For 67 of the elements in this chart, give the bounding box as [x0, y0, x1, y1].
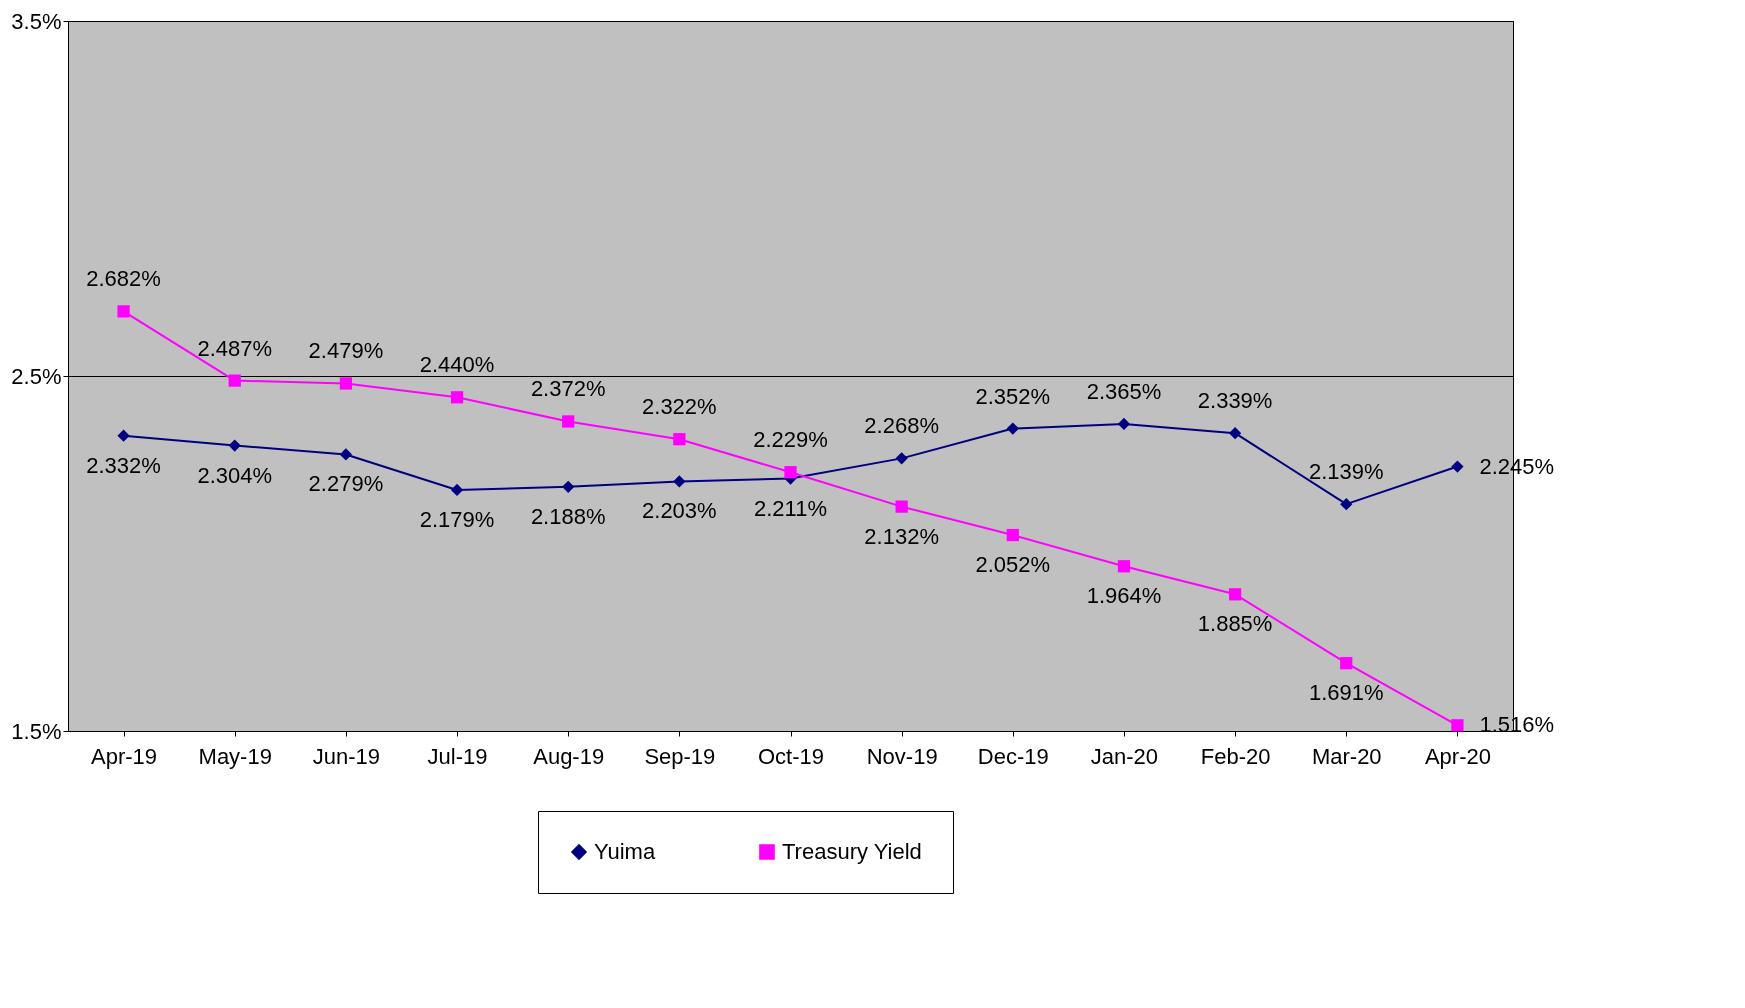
- x-tick-label: Dec-19: [977, 743, 1049, 769]
- data-label: 1.691%: [1308, 680, 1384, 706]
- data-label: 2.229%: [753, 427, 828, 453]
- point: [673, 475, 686, 488]
- point: [562, 415, 575, 428]
- point: [895, 452, 908, 465]
- x-tick-label: Jan-20: [1090, 743, 1159, 769]
- point: [117, 305, 130, 318]
- point: [1451, 719, 1464, 732]
- point: [1228, 588, 1242, 601]
- point: [228, 439, 241, 452]
- y-tick-label: 1.5%: [11, 718, 62, 744]
- data-label: 2.052%: [975, 552, 1051, 578]
- data-label: 2.179%: [419, 506, 495, 532]
- data-label: 2.479%: [308, 338, 384, 364]
- x-tick-label: Mar-20: [1311, 743, 1382, 769]
- point: [1006, 422, 1019, 435]
- data-label: 2.487%: [197, 335, 273, 361]
- point: [339, 377, 353, 390]
- point: [1340, 657, 1353, 670]
- point: [1117, 417, 1131, 431]
- point: [1006, 528, 1019, 542]
- data-label: 2.372%: [530, 376, 606, 402]
- data-label: 2.682%: [86, 266, 161, 292]
- legend-label: Yuima: [594, 839, 656, 864]
- data-label: 2.304%: [197, 462, 273, 488]
- x-tick-label: Oct-19: [757, 743, 825, 769]
- legend-label: Treasury Yield: [782, 839, 922, 864]
- data-label: 2.332%: [86, 452, 161, 478]
- data-label: 1.885%: [1197, 611, 1273, 637]
- x-tick-label: Jul-19: [427, 743, 488, 769]
- x-tick-label: Feb-20: [1200, 743, 1271, 769]
- point: [1340, 498, 1353, 511]
- y-tick-label: 3.5%: [11, 8, 62, 34]
- x-tick-label: Aug-19: [533, 743, 605, 769]
- data-label: 2.139%: [1308, 459, 1384, 485]
- data-label: 2.322%: [642, 394, 717, 420]
- point: [1451, 460, 1464, 473]
- data-label: 2.203%: [642, 498, 717, 524]
- x-tick-label: Apr-20: [1424, 743, 1491, 769]
- point: [784, 466, 797, 479]
- point: [673, 433, 686, 446]
- data-label: 2.365%: [1086, 378, 1162, 404]
- x-tick-label: Apr-19: [91, 743, 158, 769]
- point: [562, 480, 575, 493]
- data-label: 2.352%: [975, 383, 1051, 409]
- x-tick-label: Jun-19: [312, 743, 381, 769]
- x-tick-label: Nov-19: [866, 743, 938, 769]
- data-label: 2.279%: [308, 471, 384, 497]
- point: [228, 374, 241, 387]
- point: [450, 391, 464, 404]
- data-label: 2.188%: [530, 503, 606, 529]
- data-label: 2.268%: [864, 413, 939, 439]
- x-tick-label: Sep-19: [644, 743, 716, 769]
- point: [117, 429, 130, 442]
- y-tick-label: 2.5%: [11, 363, 62, 389]
- x-tick-label: May-19: [198, 743, 272, 769]
- data-label: 2.211%: [754, 495, 827, 521]
- point: [1228, 427, 1242, 440]
- data-label: 2.440%: [419, 352, 495, 378]
- point: [339, 448, 353, 461]
- data-label: 1.964%: [1086, 583, 1162, 609]
- data-label: 2.132%: [864, 523, 939, 549]
- point: [450, 483, 464, 497]
- data-label: 2.339%: [1197, 388, 1273, 414]
- point: [895, 500, 908, 513]
- point: [1117, 560, 1131, 573]
